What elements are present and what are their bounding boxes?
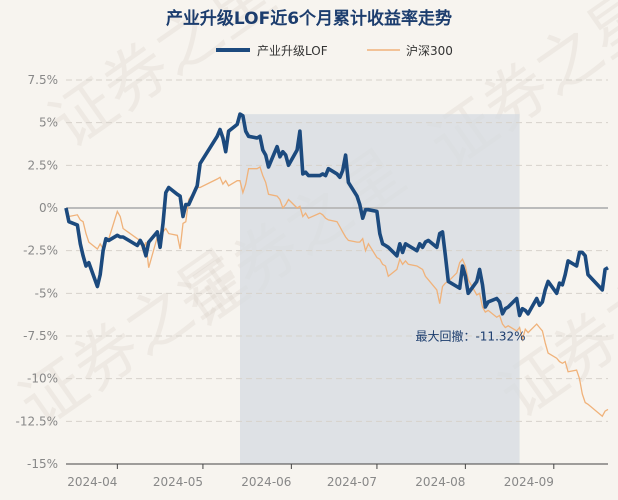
- y-tick-label: -10%: [27, 372, 58, 386]
- y-tick-label: -15%: [27, 457, 58, 471]
- legend-fund-label: 产业升级LOF: [257, 44, 328, 58]
- y-axis: 7.5% 5% 2.5% 0% -2.5% -5% -7.5% -10% -12.5% -15%: [16, 73, 58, 471]
- chart-title: 产业升级LOF近6个月累计收益率走势: [166, 8, 452, 29]
- legend: 产业升级LOF 沪深300: [216, 44, 453, 58]
- y-tick-label: -2.5%: [23, 244, 58, 258]
- x-tick-label: 2024-06: [241, 475, 291, 489]
- y-tick-label: -5%: [35, 286, 58, 300]
- max-drawdown-annotation: 最大回撤：-11.32%: [415, 329, 525, 344]
- grid: [66, 79, 608, 422]
- max-drawdown-band: [240, 114, 520, 464]
- x-tick-label: 2024-04: [67, 475, 117, 489]
- y-tick-label: 5%: [39, 116, 58, 130]
- y-tick-label: -12.5%: [16, 414, 58, 428]
- x-tick-label: 2024-08: [415, 475, 465, 489]
- x-tick-label: 2024-07: [327, 475, 377, 489]
- y-tick-label: -7.5%: [23, 329, 58, 343]
- x-tick-label: 2024-09: [504, 475, 554, 489]
- series-line-fund: [64, 112, 609, 318]
- x-axis: 2024-04 2024-05 2024-06 2024-07 2024-08 2024-…: [67, 464, 555, 489]
- y-tick-label: 7.5%: [28, 73, 59, 87]
- x-tick-label: 2024-05: [153, 475, 203, 489]
- y-tick-label: 0%: [39, 201, 58, 215]
- legend-index-label: 沪深300: [406, 44, 453, 58]
- y-tick-label: 2.5%: [28, 158, 59, 172]
